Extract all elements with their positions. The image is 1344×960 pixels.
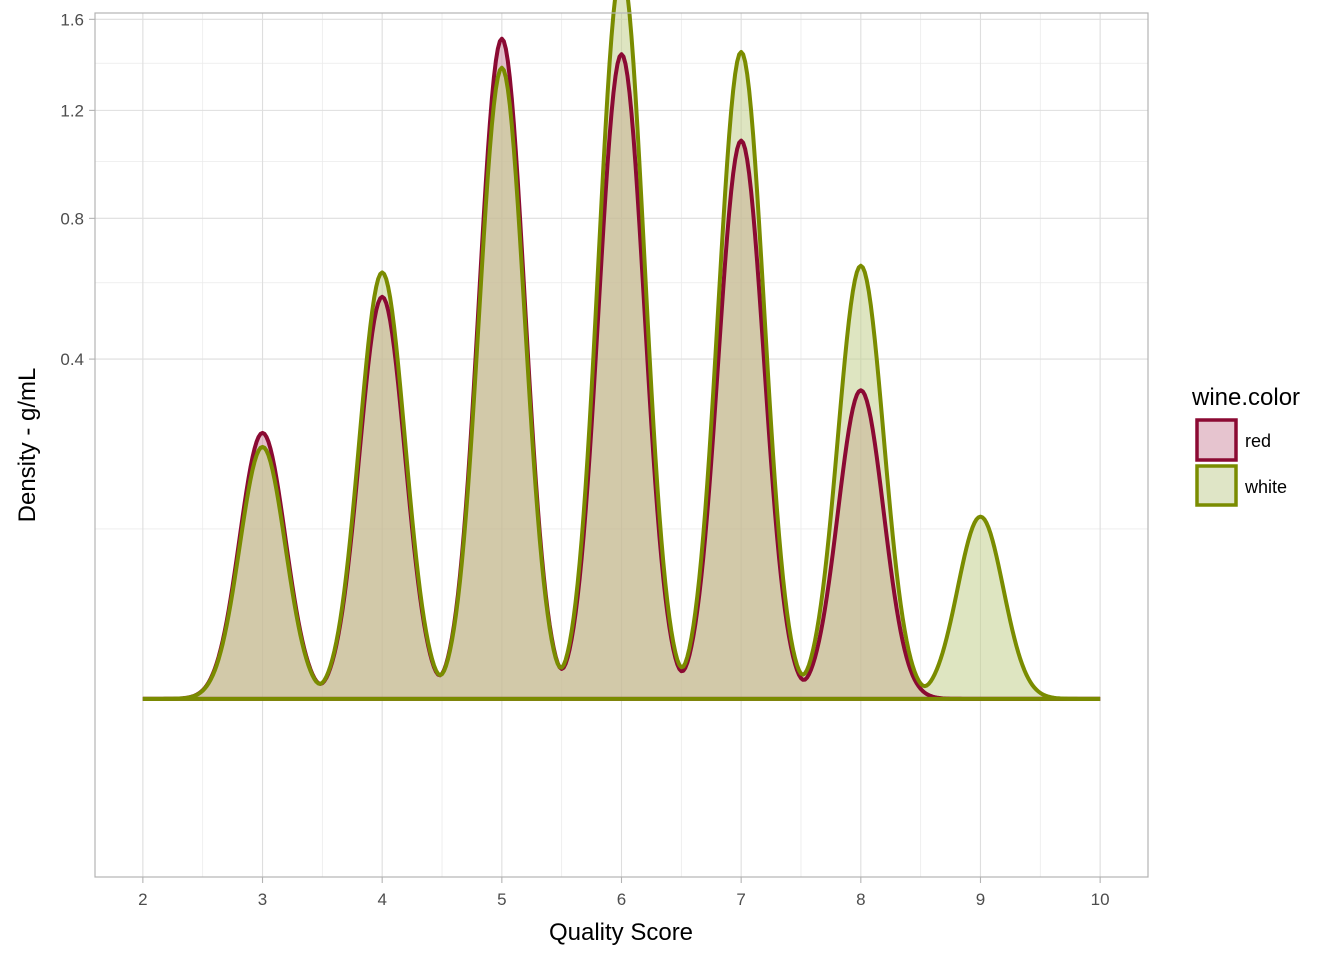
legend-key-white <box>1195 464 1238 507</box>
axes: 2 3 4 5 6 7 8 9 10 0.4 0.8 1.2 1.6 <box>60 10 1109 909</box>
legend-label-white: white <box>1244 477 1287 497</box>
x-tick-label: 9 <box>976 890 985 909</box>
y-tick-label: 1.6 <box>60 10 84 29</box>
y-tick-label: 0.4 <box>60 350 84 369</box>
x-tick-label: 3 <box>258 890 267 909</box>
x-tick-label: 6 <box>617 890 626 909</box>
x-axis-title: Quality Score <box>549 919 693 946</box>
legend-label-red: red <box>1245 431 1271 451</box>
x-tick-label: 7 <box>736 890 745 909</box>
y-tick-label: 0.8 <box>60 209 84 228</box>
y-axis-title: Density - g/mL <box>14 368 41 523</box>
x-tick-label: 8 <box>856 890 865 909</box>
y-tick-label: 1.2 <box>60 101 84 120</box>
density-area-white <box>142 0 1101 699</box>
density-series <box>142 0 1101 701</box>
legend-title: wine.color <box>1191 384 1300 411</box>
x-tick-label: 5 <box>497 890 506 909</box>
x-tick-label: 2 <box>138 890 147 909</box>
x-tick-label: 4 <box>377 890 386 909</box>
x-tick-label: 10 <box>1091 890 1110 909</box>
legend: wine.color red white <box>1191 384 1300 507</box>
legend-key-red <box>1195 418 1238 462</box>
density-line-white <box>142 0 1101 701</box>
